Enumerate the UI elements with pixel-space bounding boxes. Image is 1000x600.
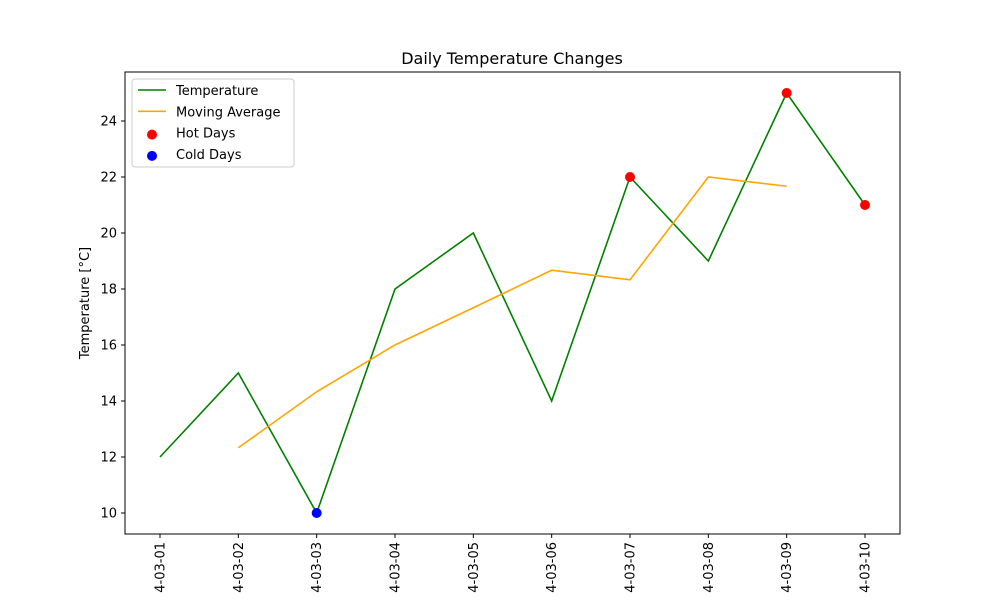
moving-average-line — [237, 176, 787, 449]
plot-frame — [124, 71, 901, 535]
legend: Temperature Moving Average Hot Days Cold Da… — [131, 78, 295, 168]
legend-label-hot-days: Hot Days — [176, 127, 236, 142]
x-tick-label: 4-03-08 — [702, 542, 717, 593]
x-tick-label: 4-03-03 — [310, 542, 325, 593]
hot-days-point — [860, 200, 870, 210]
y-axis-label: Temperature [°C] — [78, 247, 93, 360]
y-tick-label: 22 — [100, 171, 117, 186]
hot-days-point — [625, 172, 635, 182]
y-tick-label: 16 — [100, 339, 117, 354]
x-tick-label: 4-03-01 — [154, 542, 169, 593]
y-tick-label: 14 — [100, 395, 117, 410]
chart-title: Daily Temperature Changes — [401, 49, 623, 68]
x-tick-label: 4-03-10 — [859, 542, 874, 593]
y-tick-label: 24 — [100, 115, 117, 130]
x-tick-label: 4-03-02 — [232, 542, 247, 593]
legend-swatch-hot-days — [147, 129, 157, 140]
legend-label-cold-days: Cold Days — [176, 148, 242, 163]
legend-label-moving-average: Moving Average — [176, 105, 280, 120]
y-tick-label: 18 — [100, 283, 117, 298]
y-tick-label: 12 — [100, 451, 117, 466]
x-tick-label: 4-03-07 — [624, 542, 639, 593]
x-tick-label: 4-03-09 — [780, 542, 795, 593]
y-tick-label: 10 — [100, 507, 117, 522]
legend-label-temperature: Temperature — [175, 84, 258, 99]
legend-box — [131, 78, 295, 168]
y-tick-label: 20 — [100, 227, 117, 242]
x-tick-label: 4-03-06 — [545, 542, 560, 593]
legend-swatch-cold-days — [147, 150, 157, 161]
plot-area: 10 12 14 16 18 20 22 24 4-03-01 4-03-02 4-03-03 4-0… — [100, 71, 901, 593]
hot-days-point — [781, 88, 792, 98]
temperature-line — [159, 91, 866, 515]
x-tick-label: 4-03-05 — [467, 542, 482, 593]
x-tick-label: 4-03-04 — [389, 542, 404, 593]
cold-days-point — [311, 508, 322, 518]
